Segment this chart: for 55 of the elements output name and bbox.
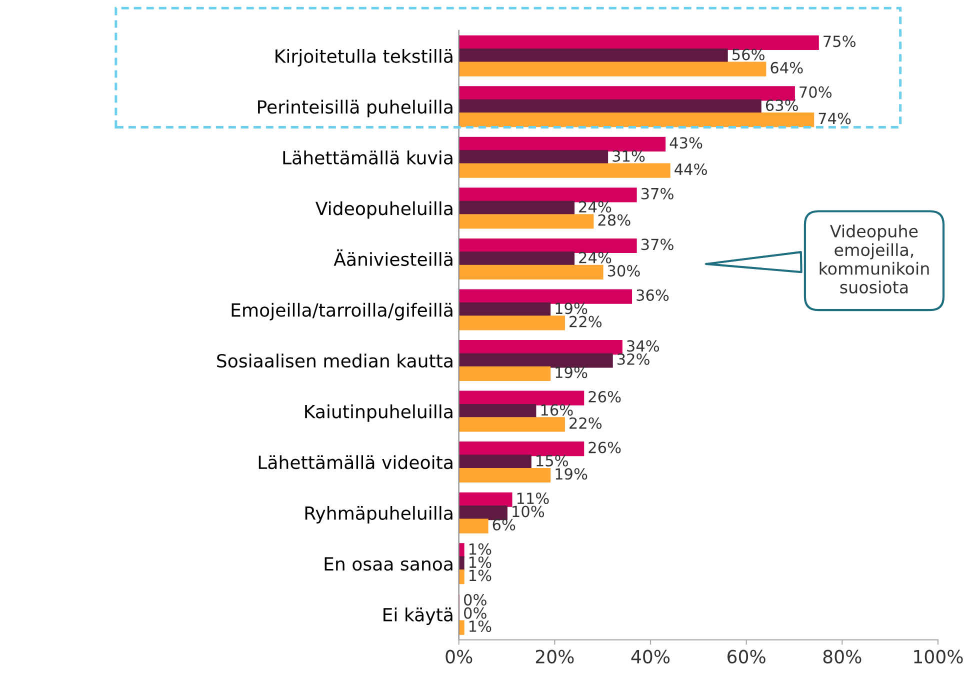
data-label: 24% (579, 252, 612, 264)
y-tick-label: Emojeilla/tarroilla/gifeillä (232, 302, 452, 320)
data-label: 44% (674, 163, 707, 176)
data-label: 1% (469, 570, 492, 582)
data-label: 19% (556, 468, 588, 480)
data-label: 56% (732, 48, 764, 60)
data-label: 11% (517, 492, 549, 504)
data-label: 26% (588, 390, 621, 403)
y-tick-label: Videopuheluilla (316, 201, 452, 219)
data-label: 1% (469, 543, 492, 555)
y-tick-label: Ei käytä (384, 608, 452, 625)
data-label: 0% (464, 594, 486, 606)
data-label: 34% (627, 340, 660, 352)
data-label: 75% (824, 36, 856, 48)
data-label: 70% (800, 86, 832, 98)
data-label: 32% (618, 353, 650, 365)
x-tick-label: 0% (446, 650, 472, 664)
y-tick-label: En osaa sanoa (324, 557, 452, 571)
data-label: 28% (598, 214, 630, 226)
data-label: 22% (570, 417, 602, 429)
y-tick-label: Kaiutinpuheluilla (305, 404, 452, 422)
data-label: 6% (492, 518, 516, 530)
data-label: 37% (641, 238, 674, 250)
y-tick-label: Ryhmäpuheluilla (305, 506, 452, 524)
data-label: 0% (464, 607, 486, 619)
data-label: 64% (770, 62, 803, 74)
y-tick-label: Kirjoitetulla tekstillä (276, 48, 452, 66)
x-tick-label: 40% (631, 650, 670, 664)
y-tick-label: Ääniviesteillä (334, 249, 452, 266)
x-tick-label: 20% (536, 650, 574, 664)
y-tick-label: Lähettämällä kuvia (283, 150, 452, 165)
data-label: 37% (641, 188, 674, 200)
annotation: Videopuhe emojeilla, kommunikoin suosiota (820, 224, 929, 294)
data-label: 15% (536, 454, 568, 466)
data-label: 16% (541, 404, 573, 416)
data-label: 19% (556, 366, 588, 378)
x-tick-label: 60% (728, 650, 766, 664)
data-label: 1% (469, 620, 492, 632)
y-tick-label: Perinteisillä puheluilla (258, 100, 452, 118)
data-label: 1% (469, 556, 492, 568)
data-label: 24% (579, 201, 612, 213)
data-label: 19% (556, 302, 588, 314)
data-label: 31% (612, 150, 645, 162)
data-label: 22% (570, 316, 602, 328)
data-label: 36% (636, 289, 669, 301)
data-label: 74% (818, 112, 851, 124)
data-label: 63% (766, 100, 798, 112)
y-tick-label: Sosiaalisen median kautta (217, 354, 452, 368)
x-tick-label: 80% (823, 650, 862, 664)
data-label: 43% (670, 137, 702, 149)
data-label: 10% (512, 506, 544, 518)
data-label: 26% (588, 442, 621, 454)
x-tick-label: 100% (914, 650, 963, 664)
data-label: 30% (608, 265, 640, 277)
y-tick-label: Lähettämällä videoita (258, 455, 452, 470)
